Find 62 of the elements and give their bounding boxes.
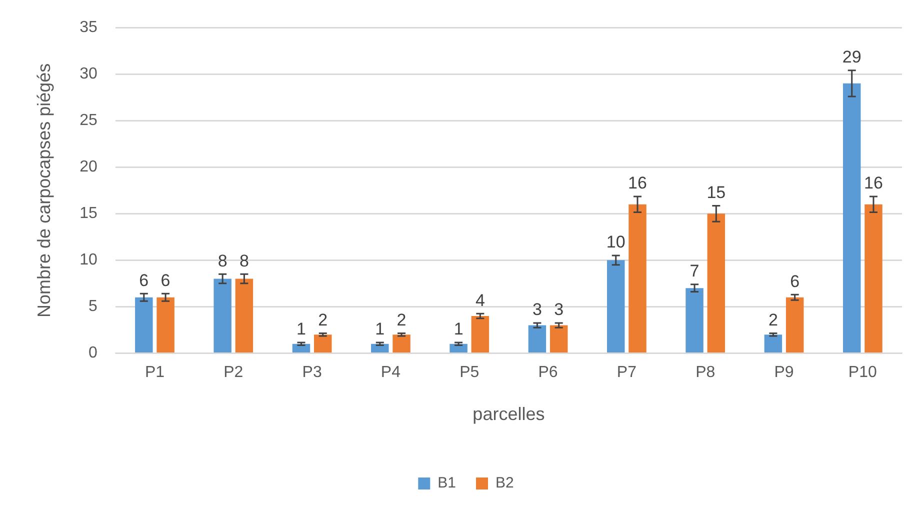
x-tick-label: P2 bbox=[224, 364, 244, 382]
bar bbox=[686, 288, 704, 352]
data-label: 10 bbox=[606, 232, 626, 252]
x-tick-label: P7 bbox=[616, 364, 637, 382]
bar bbox=[371, 344, 389, 352]
bar bbox=[214, 278, 232, 352]
bar bbox=[842, 83, 861, 352]
y-tick-label: 0 bbox=[88, 344, 98, 362]
x-tick-label: P1 bbox=[144, 364, 165, 382]
data-label: 3 bbox=[532, 300, 542, 320]
x-axis-title: parcelles bbox=[472, 404, 545, 424]
bar bbox=[707, 214, 726, 352]
bar bbox=[786, 297, 804, 352]
y-axis-title: Nombre de carpocapses piégés bbox=[34, 63, 54, 318]
bar bbox=[471, 316, 490, 352]
data-label: 8 bbox=[239, 251, 249, 270]
x-tick-label: P5 bbox=[460, 364, 480, 382]
legend-label: B2 bbox=[496, 474, 514, 492]
bar bbox=[764, 334, 782, 352]
bar bbox=[392, 334, 410, 352]
bar bbox=[550, 325, 568, 352]
data-label: 29 bbox=[842, 48, 862, 67]
x-tick-label: P4 bbox=[380, 364, 401, 382]
x-tick-label: P8 bbox=[696, 364, 716, 382]
data-label: 6 bbox=[139, 270, 149, 290]
y-tick-label: 15 bbox=[80, 205, 98, 222]
x-tick-label: P6 bbox=[538, 364, 558, 382]
data-label: 4 bbox=[475, 290, 485, 310]
data-label: 8 bbox=[218, 251, 228, 270]
y-tick-label: 30 bbox=[80, 66, 98, 83]
y-tick-label: 10 bbox=[80, 252, 98, 269]
data-label: 7 bbox=[690, 262, 700, 281]
data-label: 2 bbox=[768, 310, 778, 330]
data-label: 2 bbox=[396, 310, 406, 330]
data-label: 3 bbox=[554, 300, 564, 320]
bar bbox=[292, 344, 310, 352]
legend-label: B1 bbox=[438, 474, 456, 492]
bar bbox=[314, 334, 332, 352]
x-tick-label: P9 bbox=[774, 364, 794, 382]
data-label: 1 bbox=[375, 320, 385, 339]
data-label: 2 bbox=[318, 310, 328, 330]
data-label: 6 bbox=[790, 272, 800, 291]
bar bbox=[450, 344, 468, 352]
y-tick-label: 35 bbox=[80, 19, 98, 36]
data-label: 16 bbox=[864, 174, 883, 193]
bar bbox=[235, 278, 254, 352]
bar bbox=[135, 297, 153, 352]
y-tick-label: 25 bbox=[80, 112, 98, 130]
data-label: 15 bbox=[706, 182, 726, 202]
bar bbox=[607, 260, 625, 352]
data-label: 6 bbox=[160, 270, 170, 290]
data-label: 1 bbox=[454, 320, 464, 339]
y-tick-label: 5 bbox=[88, 298, 98, 316]
x-tick-label: P3 bbox=[302, 364, 322, 382]
bar bbox=[528, 325, 546, 352]
y-tick-label: 20 bbox=[80, 158, 98, 176]
bar bbox=[156, 297, 174, 352]
x-tick-label: P10 bbox=[848, 364, 878, 382]
bar bbox=[628, 204, 646, 352]
data-label: 16 bbox=[628, 174, 647, 193]
bar bbox=[864, 204, 882, 352]
data-label: 1 bbox=[296, 320, 306, 339]
